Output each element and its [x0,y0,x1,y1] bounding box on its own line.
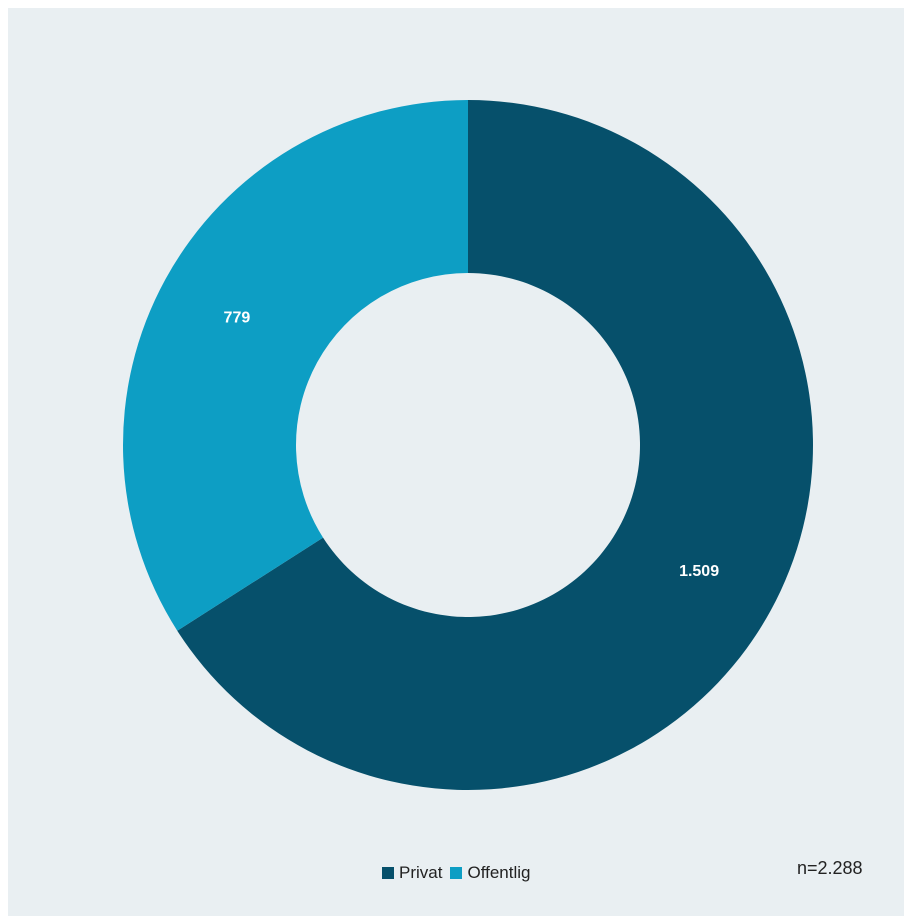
legend-swatch-offentlig [450,867,463,879]
sample-size-note: n=2.288 [797,858,863,878]
donut-chart: 1.509 779 [122,100,813,790]
data-label-offentlig: 779 [224,310,251,327]
legend-label-offentlig: Offentlig [467,863,531,882]
legend-item-offentlig: Offentlig [450,863,530,883]
chart-panel: 1.509 779 Privat Offentlig n=2.288 [8,8,904,916]
legend-swatch-privat [382,867,394,879]
data-label-privat: 1.509 [679,563,719,580]
legend-item-privat: Privat [382,863,442,883]
donut-slice-privat [177,100,813,790]
chart-legend: Privat Offentlig [382,863,538,883]
legend-label-privat: Privat [399,863,443,882]
donut-slice-offentlig [122,100,469,631]
